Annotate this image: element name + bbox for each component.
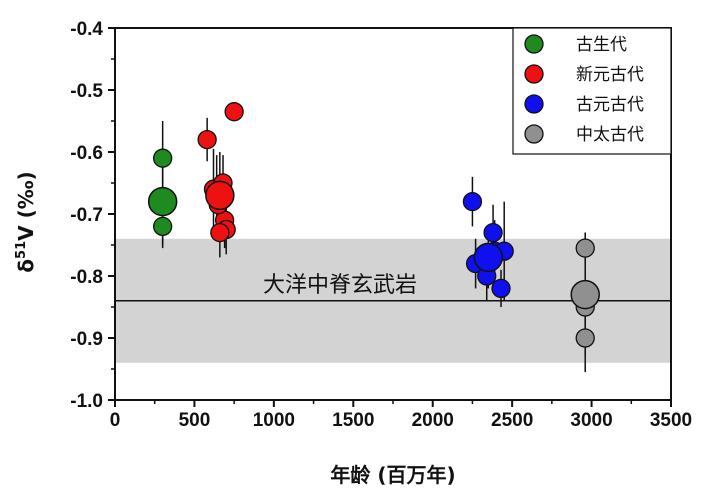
legend-label: 新元古代	[576, 65, 644, 85]
data-point	[153, 148, 173, 168]
mean-point	[570, 279, 600, 310]
x-tick-label: 1000	[253, 410, 295, 431]
mean-point	[147, 186, 178, 217]
legend-label: 古生代	[576, 35, 627, 55]
data-point	[575, 238, 595, 258]
y-axis-title-superscript: 51	[14, 241, 29, 259]
mean-point	[473, 242, 504, 273]
data-point	[491, 278, 511, 299]
x-tick-label: 3000	[570, 410, 612, 431]
x-tick-label: 2000	[412, 410, 454, 431]
y-tick-label: -0.6	[70, 143, 103, 164]
legend-label: 古元古代	[576, 95, 644, 115]
y-tick-label: -0.7	[70, 205, 103, 226]
data-point	[210, 222, 230, 243]
x-tick-label: 1500	[332, 410, 374, 431]
data-point	[224, 102, 244, 122]
x-tick-label: 0	[110, 410, 121, 431]
data-point	[153, 216, 173, 237]
data-point	[462, 191, 483, 212]
data-point	[483, 222, 503, 243]
x-tick-label: 500	[179, 410, 211, 431]
y-tick-label: -0.4	[70, 19, 103, 40]
y-axis-title: δ51V (‰)	[14, 171, 38, 272]
y-tick-label: -0.9	[70, 329, 103, 350]
x-tick-label: 3500	[650, 410, 692, 431]
mean-point	[205, 180, 235, 211]
y-tick-label: -0.8	[70, 267, 103, 288]
y-axis-title-unit: V (‰)	[14, 171, 38, 241]
legend-marker	[524, 34, 544, 54]
legend-marker	[524, 94, 544, 114]
y-tick-label: -0.5	[70, 81, 103, 102]
axes-layer: 0 500 1000 1500 2000 2500 3000 3500 -1.0 -0.9 -0.8…	[70, 19, 692, 431]
y-tick-label: -1.0	[70, 391, 103, 412]
x-axis-title: 年龄 (百万年)	[330, 463, 455, 487]
legend-label: 中太古代	[576, 125, 644, 145]
band-label: 大洋中脊玄武岩	[263, 273, 417, 298]
data-point	[197, 129, 217, 150]
data-point	[575, 328, 595, 348]
y-axis-title-delta: δ	[14, 259, 38, 273]
legend-marker	[524, 64, 544, 84]
x-tick-label: 2500	[491, 410, 533, 431]
data-marks-layer	[147, 102, 600, 373]
legend-marker	[524, 124, 544, 144]
